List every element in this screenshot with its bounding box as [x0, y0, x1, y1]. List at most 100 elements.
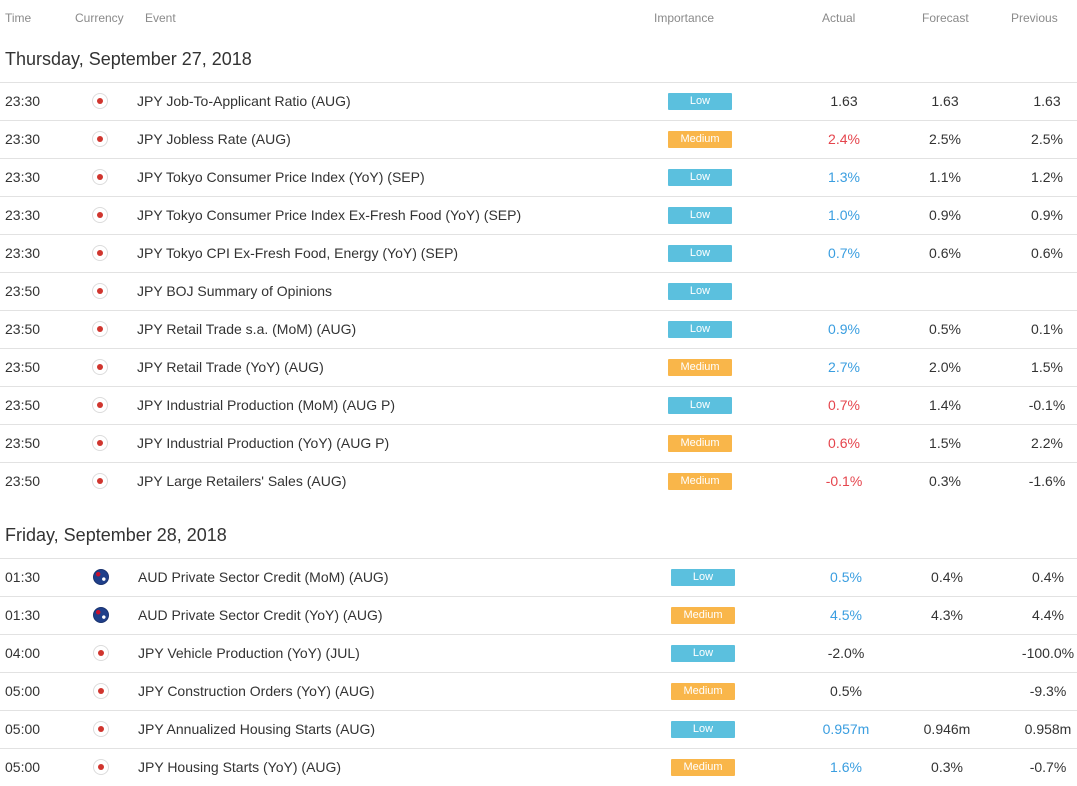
previous-value: 4.4% [1032, 607, 1064, 623]
forecast-value: 1.4% [929, 397, 961, 413]
forecast-value: 0.4% [931, 569, 963, 585]
forecast-value: 0.3% [931, 759, 963, 775]
event-name[interactable]: JPY Large Retailers' Sales (AUG) [137, 473, 347, 489]
table-row[interactable]: 23:50 JPY Retail Trade (YoY) (AUG) Medium 2… [0, 349, 1077, 387]
forecast-value: 2.5% [929, 131, 961, 147]
importance-badge: Medium [668, 435, 732, 452]
japan-flag-icon [93, 683, 109, 699]
table-row[interactable]: 23:30 JPY Jobless Rate (AUG) Medium 2.4% 2.5… [0, 121, 1077, 159]
importance-badge: Medium [671, 683, 735, 700]
event-time: 23:30 [5, 207, 41, 223]
event-name[interactable]: JPY Retail Trade s.a. (MoM) (AUG) [137, 321, 357, 337]
table-row[interactable]: 23:30 JPY Tokyo Consumer Price Index (YoY… [0, 159, 1077, 197]
japan-flag-icon [92, 131, 108, 147]
previous-value: 1.5% [1031, 359, 1063, 375]
importance-badge: Low [671, 569, 735, 586]
previous-value: 1.2% [1031, 169, 1063, 185]
event-time: 23:50 [5, 359, 41, 375]
australia-flag-icon [93, 607, 109, 623]
table-row[interactable]: 23:50 JPY Industrial Production (YoY) (AU… [0, 425, 1077, 463]
day-title: Friday, September 28, 2018 [0, 512, 1077, 559]
event-time: 01:30 [5, 569, 41, 585]
previous-value: 0.1% [1031, 321, 1063, 337]
event-name[interactable]: JPY Retail Trade (YoY) (AUG) [137, 359, 324, 375]
actual-value: 1.0% [828, 207, 860, 223]
actual-value: 1.63 [830, 93, 858, 109]
event-name[interactable]: JPY Annualized Housing Starts (AUG) [138, 721, 376, 737]
japan-flag-icon [92, 245, 108, 261]
event-name[interactable]: JPY Tokyo Consumer Price Index Ex-Fresh … [137, 207, 522, 223]
actual-value: 0.6% [828, 435, 860, 451]
table-row[interactable]: 23:50 JPY Large Retailers' Sales (AUG) Med… [0, 463, 1077, 500]
previous-value: 1.63 [1033, 93, 1061, 109]
table-row[interactable]: 01:30 AUD Private Sector Credit (YoY) (AU… [0, 597, 1077, 635]
col-currency-header: Currency [75, 11, 124, 25]
table-row[interactable]: 05:00 JPY Construction Orders (YoY) (AUG)… [0, 673, 1077, 711]
japan-flag-icon [92, 169, 108, 185]
table-row[interactable]: 01:30 AUD Private Sector Credit (MoM) (AU… [0, 559, 1077, 597]
importance-badge: Medium [668, 131, 732, 148]
section-gap [0, 500, 1077, 512]
previous-value: -1.6% [1028, 473, 1066, 489]
importance-badge: Low [668, 207, 732, 224]
table-row[interactable]: 23:50 JPY BOJ Summary of Opinions Low [0, 273, 1077, 311]
actual-value: 0.7% [828, 397, 860, 413]
table-row[interactable]: 23:50 JPY Industrial Production (MoM) (AU… [0, 387, 1077, 425]
actual-value: -0.1% [825, 473, 863, 489]
previous-value: 0.6% [1031, 245, 1063, 261]
table-row[interactable]: 23:30 JPY Job-To-Applicant Ratio (AUG) Low… [0, 83, 1077, 121]
event-time: 23:50 [5, 283, 41, 299]
actual-value: 4.5% [830, 607, 862, 623]
event-name[interactable]: JPY Housing Starts (YoY) (AUG) [138, 759, 342, 775]
event-time: 05:00 [5, 683, 41, 699]
table-row[interactable]: 23:30 JPY Tokyo Consumer Price Index Ex-F… [0, 197, 1077, 235]
japan-flag-icon [93, 645, 109, 661]
col-importance-header: Importance [654, 11, 715, 25]
event-list: 01:30 AUD Private Sector Credit (MoM) (AU… [0, 559, 1077, 786]
japan-flag-icon [92, 359, 108, 375]
table-row[interactable]: 23:50 JPY Retail Trade s.a. (MoM) (AUG) Lo… [0, 311, 1077, 349]
col-forecast-header: Forecast [922, 11, 969, 25]
event-time: 23:50 [5, 435, 41, 451]
event-name[interactable]: JPY BOJ Summary of Opinions [137, 283, 333, 299]
event-name[interactable]: JPY Jobless Rate (AUG) [137, 131, 291, 147]
previous-value: 2.5% [1031, 131, 1063, 147]
table-row[interactable]: 05:00 JPY Housing Starts (YoY) (AUG) Mediu… [0, 749, 1077, 786]
japan-flag-icon [92, 397, 108, 413]
forecast-value: 0.3% [929, 473, 961, 489]
table-row[interactable]: 05:00 JPY Annualized Housing Starts (AUG)… [0, 711, 1077, 749]
actual-value: 0.5% [830, 683, 862, 699]
forecast-value: 2.0% [929, 359, 961, 375]
event-name[interactable]: AUD Private Sector Credit (YoY) (AUG) [138, 607, 383, 623]
actual-value: 1.3% [828, 169, 860, 185]
japan-flag-icon [92, 207, 108, 223]
event-time: 23:50 [5, 321, 41, 337]
event-name[interactable]: JPY Construction Orders (YoY) (AUG) [138, 683, 375, 699]
event-name[interactable]: JPY Tokyo CPI Ex-Fresh Food, Energy (YoY… [137, 245, 459, 261]
forecast-value: 1.63 [931, 93, 959, 109]
actual-value: 0.7% [828, 245, 860, 261]
col-previous-header: Previous [1011, 11, 1058, 25]
importance-badge: Medium [668, 473, 732, 490]
event-name[interactable]: JPY Industrial Production (MoM) (AUG P) [137, 397, 396, 413]
actual-value: 2.7% [828, 359, 860, 375]
forecast-value: 0.5% [929, 321, 961, 337]
event-name[interactable]: JPY Tokyo Consumer Price Index (YoY) (SE… [137, 169, 425, 185]
table-row[interactable]: 04:00 JPY Vehicle Production (YoY) (JUL) L… [0, 635, 1077, 673]
importance-badge: Medium [668, 359, 732, 376]
event-name[interactable]: JPY Job-To-Applicant Ratio (AUG) [137, 93, 351, 109]
japan-flag-icon [92, 321, 108, 337]
event-name[interactable]: JPY Vehicle Production (YoY) (JUL) [138, 645, 360, 661]
col-actual-header: Actual [822, 11, 856, 25]
event-time: 23:30 [5, 131, 41, 147]
previous-value: 0.9% [1031, 207, 1063, 223]
previous-value: -0.1% [1028, 397, 1066, 413]
event-name[interactable]: JPY Industrial Production (YoY) (AUG P) [137, 435, 390, 451]
australia-flag-icon [93, 569, 109, 585]
forecast-value: 0.9% [929, 207, 961, 223]
event-name[interactable]: AUD Private Sector Credit (MoM) (AUG) [138, 569, 389, 585]
table-row[interactable]: 23:30 JPY Tokyo CPI Ex-Fresh Food, Energy… [0, 235, 1077, 273]
previous-value: 0.958m [1024, 721, 1072, 737]
importance-badge: Low [668, 245, 732, 262]
japan-flag-icon [93, 759, 109, 775]
